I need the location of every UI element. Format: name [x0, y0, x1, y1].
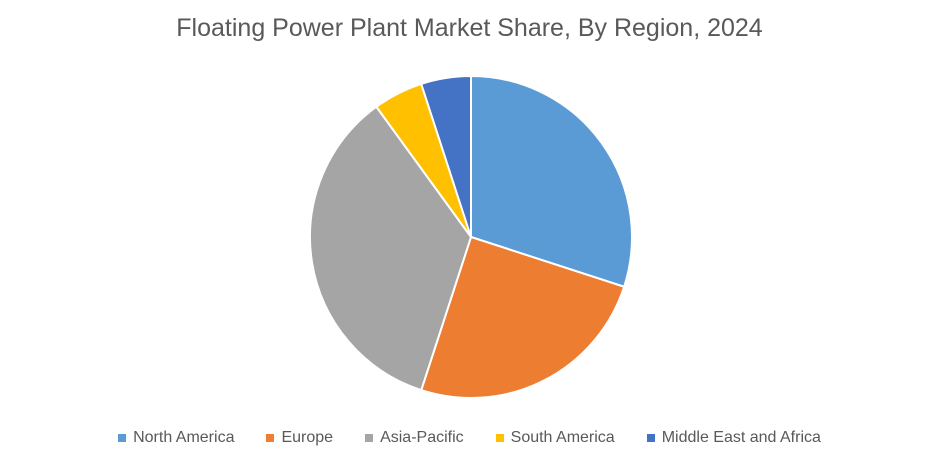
- chart-title: Floating Power Plant Market Share, By Re…: [176, 14, 763, 42]
- legend-swatch: [365, 434, 374, 442]
- pie-slice: [309, 105, 473, 392]
- legend-swatch: [646, 434, 655, 442]
- legend-item: South America: [495, 429, 615, 447]
- pie-slice: [470, 74, 633, 289]
- legend-item: North America: [118, 429, 234, 447]
- legend-label: Asia-Pacific: [380, 429, 464, 446]
- legend-item: Middle East and Africa: [646, 429, 821, 447]
- legend-swatch: [495, 434, 504, 442]
- pie-slice: [419, 235, 626, 399]
- legend-label: Middle East and Africa: [661, 429, 821, 446]
- legend-swatch: [266, 434, 275, 442]
- legend-swatch: [118, 434, 127, 442]
- pie-slice: [419, 74, 472, 238]
- legend-label: South America: [510, 429, 615, 446]
- legend: North America Europe Asia-Pacific South Ame…: [0, 429, 939, 447]
- legend-item: Europe: [266, 429, 333, 447]
- legend-item: Asia-Pacific: [365, 429, 464, 447]
- legend-label: North America: [133, 429, 235, 446]
- legend-label: Europe: [281, 429, 334, 446]
